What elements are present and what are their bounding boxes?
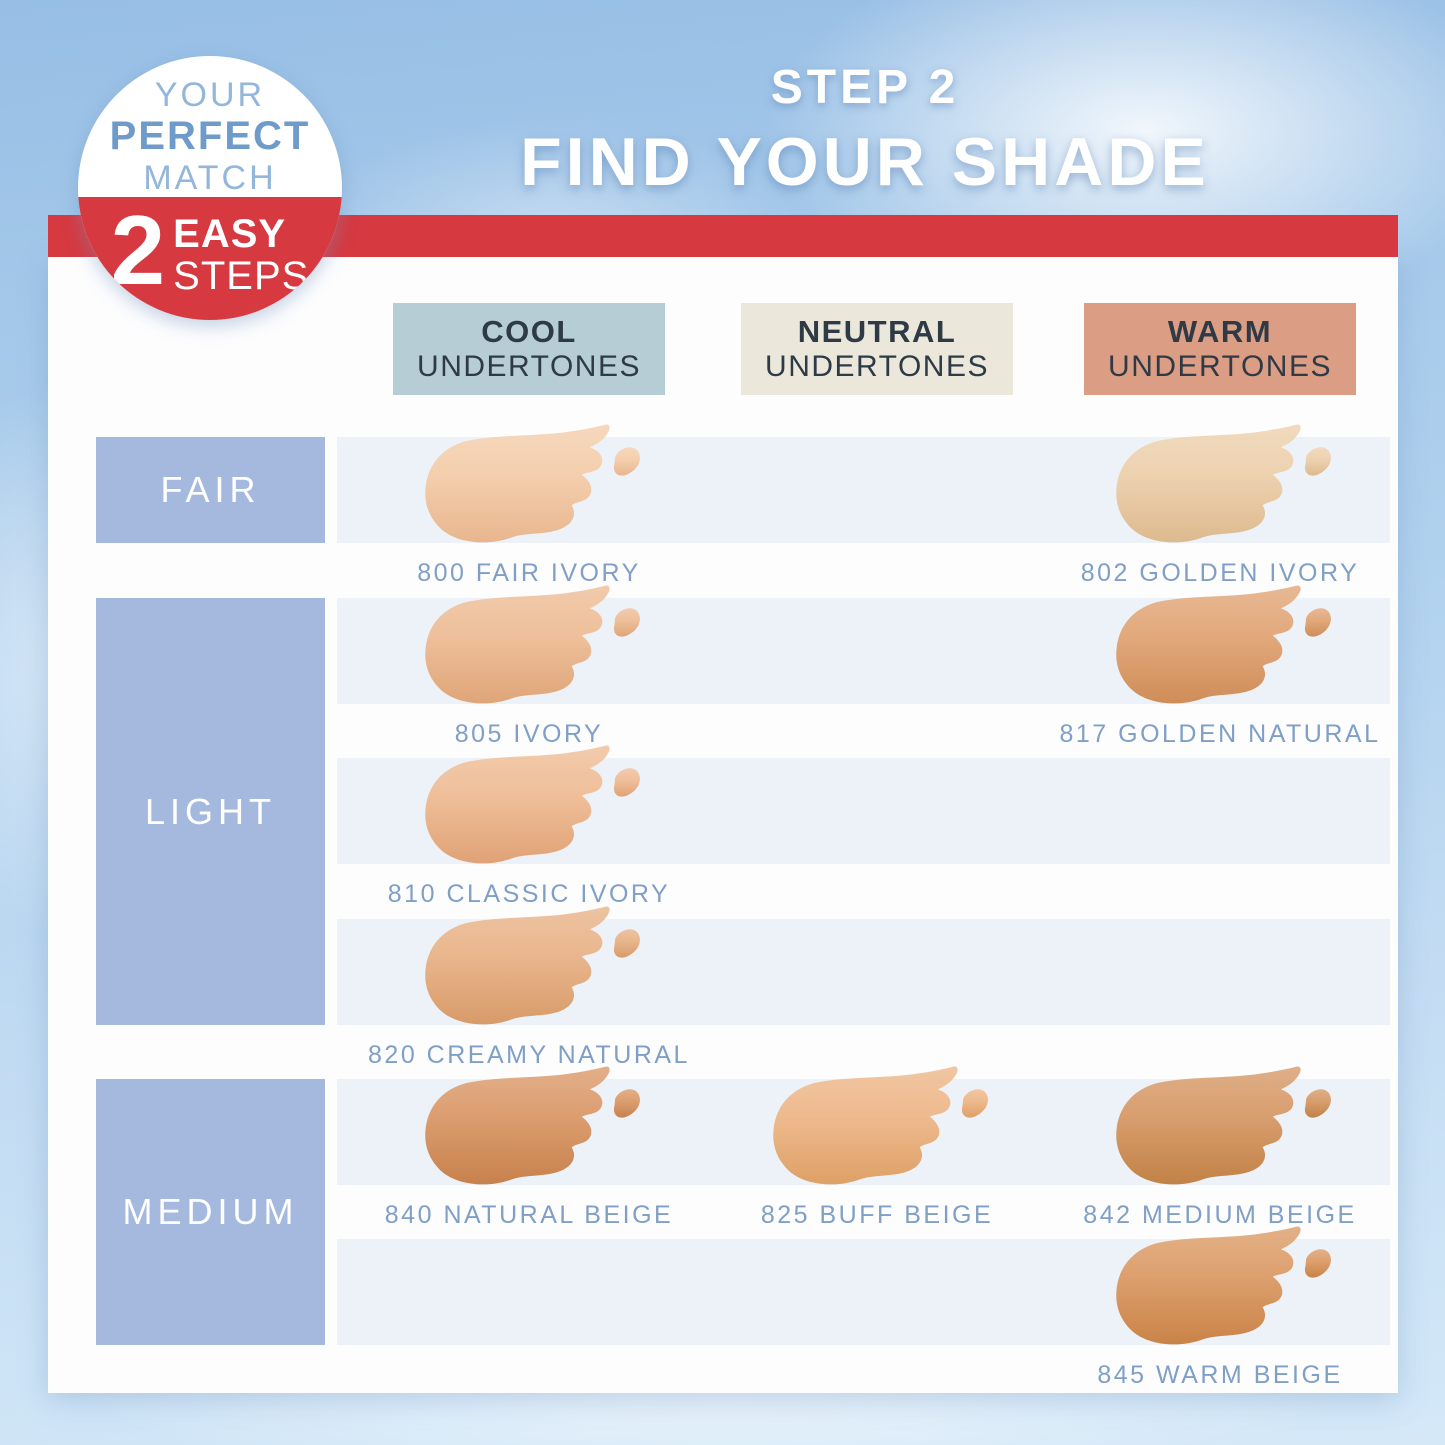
foundation-smear-graphic (425, 424, 640, 543)
column-title: COOL (481, 313, 577, 349)
shade-swatch-817 (1095, 585, 1345, 717)
badge-your-label: YOUR (154, 76, 266, 114)
column-subtitle: UNDERTONES (1108, 349, 1332, 383)
shade-name-label: 817 GOLDEN NATURAL (1059, 720, 1381, 748)
column-header-warm: WARM UNDERTONES (1084, 303, 1356, 395)
step-label: STEP 2 (770, 61, 960, 114)
foundation-smear-graphic (425, 585, 640, 704)
foundation-smear-graphic (773, 1066, 988, 1185)
foundation-smear-graphic (1116, 1226, 1331, 1345)
shade-name-label: 825 BUFF BEIGE (760, 1201, 994, 1229)
foundation-smear-graphic (425, 745, 640, 864)
shade-swatch-800 (404, 424, 654, 556)
foundation-smear-graphic (425, 1066, 640, 1185)
shade-name-label: 845 WARM BEIGE (1097, 1361, 1343, 1389)
row-label-medium: MEDIUM (96, 1079, 325, 1345)
shade-name-label: 842 MEDIUM BEIGE (1083, 1201, 1357, 1229)
headline-text: FIND YOUR SHADE (520, 124, 1210, 200)
column-subtitle: UNDERTONES (417, 349, 641, 383)
foundation-smear-graphic (425, 906, 640, 1025)
badge-steps-block: 2 EASY STEPS (78, 195, 342, 305)
row-label-text: MEDIUM (122, 1191, 299, 1232)
shade-swatch-802 (1095, 424, 1345, 556)
row-label-text: FAIR (160, 469, 261, 510)
shade-name-label: 800 FAIR IVORY (417, 559, 641, 587)
row-label-fair: FAIR (96, 437, 325, 543)
foundation-smear-graphic (1116, 585, 1331, 704)
badge-red-segment: 2 EASY STEPS (78, 197, 342, 320)
shade-swatch-845 (1095, 1226, 1345, 1358)
perfect-match-badge: YOUR PERFECT MATCH 2 EASY STEPS (78, 56, 342, 320)
shade-swatch-805 (404, 585, 654, 717)
badge-easy-label: EASY (173, 212, 287, 256)
shade-swatch-840 (404, 1066, 654, 1198)
page-title: STEP 2 FIND YOUR SHADE (420, 60, 1310, 201)
badge-steps-label: STEPS (173, 254, 310, 298)
row-label-text: LIGHT (144, 790, 276, 832)
column-title: NEUTRAL (797, 313, 957, 349)
badge-step-words: EASY STEPS (173, 213, 309, 297)
badge-match-label: MATCH (143, 158, 277, 197)
shade-name-label: 820 CREAMY NATURAL (368, 1041, 690, 1069)
shade-swatch-820 (404, 906, 654, 1038)
shade-name-label: 810 CLASSIC IVORY (387, 880, 671, 908)
badge-perfect-label: PERFECT (109, 114, 311, 159)
column-subtitle: UNDERTONES (765, 349, 989, 383)
column-header-neutral: NEUTRAL UNDERTONES (741, 303, 1013, 395)
shade-name-label: 840 NATURAL BEIGE (384, 1201, 674, 1229)
badge-text-block: YOUR PERFECT MATCH (78, 76, 342, 197)
shade-name-label: 802 GOLDEN IVORY (1080, 559, 1360, 587)
shade-swatch-842 (1095, 1066, 1345, 1198)
column-header-cool: COOL UNDERTONES (393, 303, 665, 395)
row-label-light: LIGHT (96, 598, 325, 1025)
foundation-smear-graphic (1116, 424, 1331, 543)
column-title: WARM (1167, 313, 1273, 349)
shade-name-label: 805 IVORY (454, 720, 604, 748)
foundation-smear-graphic (1116, 1066, 1331, 1185)
badge-step-count: 2 (110, 195, 166, 305)
shade-swatch-810 (404, 745, 654, 877)
shade-swatch-825 (752, 1066, 1002, 1198)
